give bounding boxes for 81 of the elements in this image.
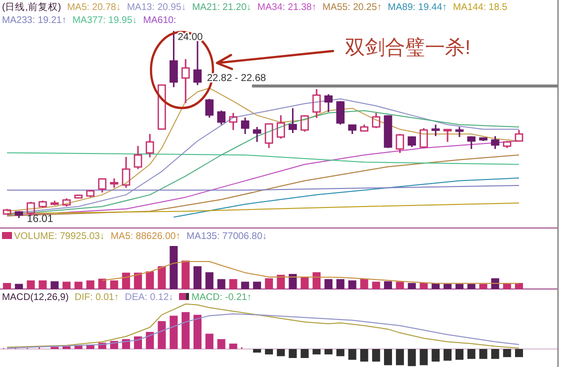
bar [444,349,452,361]
bar [372,349,380,362]
bar [360,278,368,289]
bar [26,280,35,289]
bar [420,282,428,289]
bar [515,349,523,358]
bar [62,346,71,349]
bar [312,272,321,289]
title: MACD(12,26,9) [2,292,69,303]
bar [134,336,142,349]
bar [324,279,332,289]
annotation: 双剑合璧一杀! [345,36,471,59]
bar [110,280,118,289]
text: MA135: 77006.80↓ [186,231,268,242]
bar [491,349,500,359]
bar [324,349,332,354]
bar [264,278,273,289]
bar [372,282,380,289]
bar [515,282,523,289]
bar [217,279,226,289]
bar [396,282,404,289]
bar [170,316,178,349]
bar [194,314,202,349]
bar [98,278,106,289]
bar [312,349,321,354]
bar [158,266,166,289]
bar [455,284,464,289]
bar [3,282,11,289]
bar [217,339,226,349]
bar [146,332,154,349]
bar [348,280,356,289]
bar [396,349,404,366]
bar [336,279,344,289]
bar [62,282,71,289]
bar [264,349,273,354]
bar [467,284,476,289]
bar [444,284,452,289]
bar [229,279,238,289]
bar [384,281,392,289]
bar [205,334,214,349]
bar [360,349,368,362]
bar [479,349,488,359]
bar [122,272,130,289]
bar [336,349,344,356]
title: (日线,前复权) [2,2,62,13]
bar [276,274,285,289]
bar [50,281,59,289]
bar [503,349,512,358]
bar [288,349,297,358]
bar [408,282,416,289]
bar [205,272,214,289]
bar [467,349,476,359]
bar [146,271,154,289]
bar [182,260,190,289]
bar [229,344,238,349]
bar [14,284,23,289]
bar [122,339,130,349]
bar [170,246,178,289]
bar [420,349,428,366]
text: MA610: [143,15,176,26]
bar [288,274,297,289]
bar [182,312,190,349]
bar [479,284,488,289]
bar [241,282,250,289]
bar [194,266,202,289]
bar [300,277,309,289]
bar [38,280,47,289]
bar [158,321,166,349]
bar [300,349,309,358]
bar [384,349,392,366]
annotation: 16.01 [26,213,54,225]
bar [276,349,285,356]
bar [408,349,416,366]
bar [74,282,82,289]
bar [432,349,440,362]
bar [134,272,142,289]
bar [253,349,262,353]
bar [455,349,464,360]
bar [253,282,262,289]
bar [348,349,356,360]
bar [86,280,94,289]
